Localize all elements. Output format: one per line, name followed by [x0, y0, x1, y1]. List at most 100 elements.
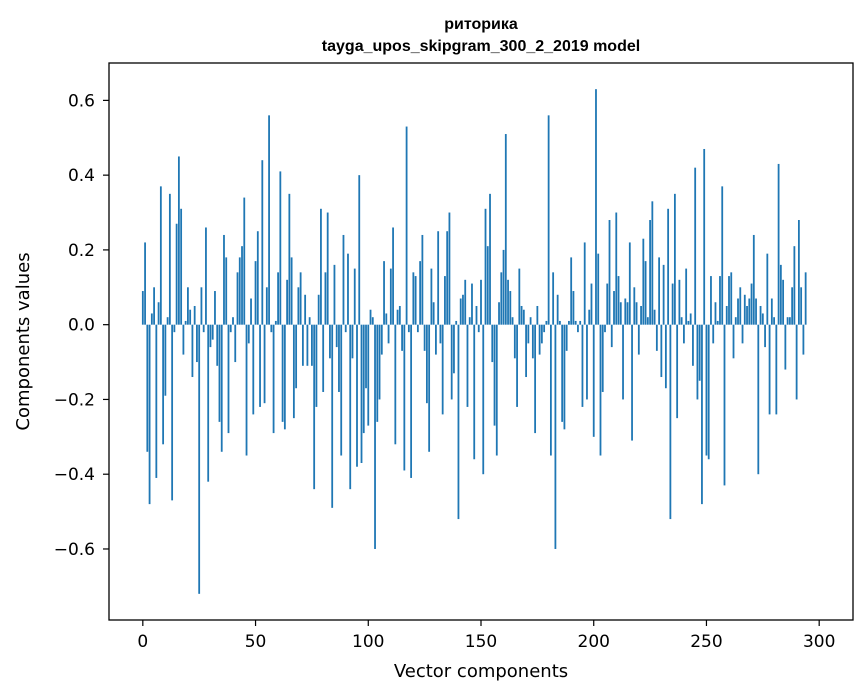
bar: [509, 291, 512, 325]
bar: [577, 324, 579, 333]
bar: [734, 317, 737, 325]
bar: [797, 220, 800, 325]
bar: [428, 324, 431, 452]
bar: [513, 324, 516, 359]
bar: [606, 283, 609, 325]
bar: [320, 208, 322, 325]
bar: [306, 324, 309, 366]
bar: [387, 324, 390, 344]
bar: [356, 324, 358, 467]
bar: [243, 197, 246, 325]
bar: [225, 257, 228, 325]
bar: [586, 324, 588, 400]
bar: [421, 234, 424, 325]
bar: [468, 317, 471, 325]
x-tick-label: 250: [690, 632, 722, 652]
bar: [324, 272, 327, 325]
bar: [662, 264, 665, 325]
bar: [211, 324, 214, 340]
bar: [716, 320, 719, 325]
bar: [804, 272, 807, 325]
bar: [676, 324, 679, 419]
bar: [347, 253, 349, 325]
bar: [773, 317, 775, 325]
bar: [565, 324, 568, 351]
bar: [414, 276, 417, 325]
bar: [331, 324, 334, 508]
bar: [712, 324, 715, 344]
bar: [308, 317, 311, 325]
bar: [144, 242, 146, 325]
bar: [444, 276, 446, 325]
bar: [299, 272, 302, 325]
bar: [768, 324, 771, 415]
bar: [660, 324, 663, 378]
bar: [561, 324, 564, 422]
bar: [283, 324, 286, 430]
y-tick-label: 0.2: [68, 241, 95, 261]
bar: [205, 227, 207, 325]
bar: [254, 261, 257, 325]
bar: [182, 324, 185, 355]
bar: [238, 257, 241, 325]
bar: [301, 324, 304, 366]
bar: [504, 134, 507, 325]
y-axis-ticks: −0.6 −0.4 −0.2 0.0 0.2 0.4 0.6: [54, 91, 109, 560]
bar: [649, 220, 651, 325]
bar: [277, 272, 279, 325]
bar: [177, 156, 180, 325]
bar: [635, 302, 638, 325]
bar: [549, 324, 552, 456]
chart-subtitle: tayga_upos_skipgram_300_2_2019 model: [322, 38, 640, 55]
bar: [227, 324, 230, 434]
bar: [651, 201, 654, 325]
bar: [392, 227, 394, 325]
bar: [689, 313, 692, 325]
bar: [779, 264, 782, 325]
bar: [556, 294, 559, 325]
bar: [608, 220, 611, 325]
bar: [522, 309, 525, 325]
bar: [750, 283, 753, 325]
bar: [425, 324, 428, 404]
bar: [764, 324, 766, 348]
bar: [667, 208, 670, 325]
bar: [218, 324, 221, 422]
bar: [755, 298, 757, 325]
bar: [545, 320, 548, 325]
bar: [669, 324, 672, 520]
bar: [297, 287, 300, 325]
bar: [290, 257, 293, 325]
bar: [673, 193, 676, 325]
bar: [241, 246, 243, 325]
bar: [795, 324, 798, 400]
bar: [162, 324, 165, 445]
bar: [459, 298, 462, 325]
bar: [358, 175, 361, 325]
x-tick-label: 50: [245, 632, 267, 652]
bar: [579, 320, 582, 325]
bar: [441, 324, 444, 415]
bar: [455, 320, 458, 325]
bar: [175, 223, 178, 325]
bar: [232, 317, 234, 325]
bar: [538, 324, 541, 355]
bar: [367, 324, 370, 426]
bar: [365, 324, 367, 389]
bar: [590, 283, 593, 325]
bar: [187, 287, 189, 325]
bar: [376, 324, 379, 422]
bar: [784, 324, 787, 370]
bar: [788, 317, 791, 325]
bar: [737, 298, 739, 325]
bar: [570, 257, 573, 325]
bar: [640, 305, 642, 325]
bar: [157, 302, 160, 325]
bar: [653, 309, 656, 325]
bar: [725, 305, 728, 325]
bar: [721, 186, 724, 325]
bar: [326, 212, 329, 325]
bar: [581, 324, 584, 407]
bar: [270, 324, 273, 333]
bar: [800, 287, 803, 325]
